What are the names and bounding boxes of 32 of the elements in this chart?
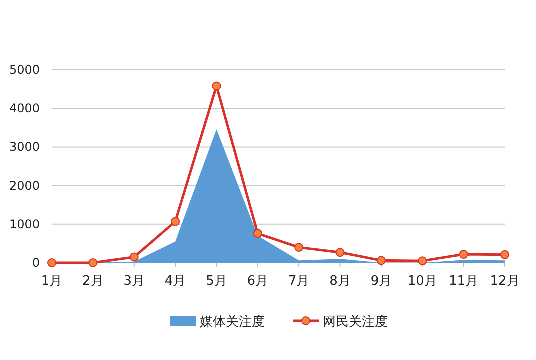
point <box>294 243 304 252</box>
legend-label: 媒体关注度 <box>200 314 265 330</box>
y-tick-label: 4000 <box>9 102 40 116</box>
x-tick-label: 6月 <box>247 274 269 289</box>
x-tick-label: 9月 <box>370 274 392 289</box>
y-tick-label: 5000 <box>9 63 40 77</box>
point <box>88 258 98 268</box>
x-tick-label: 7月 <box>288 274 310 289</box>
point <box>171 217 180 226</box>
y-tick-label: 0 <box>32 256 40 270</box>
x-tick-label: 3月 <box>124 274 146 289</box>
x-tick-label: 4月 <box>164 274 186 289</box>
x-tick-label: 10月 <box>408 274 438 289</box>
y-tick-label: 2000 <box>9 178 40 193</box>
x-tick-label: 5月 <box>206 274 228 289</box>
x-tick-label: 12月 <box>490 274 520 289</box>
point <box>336 248 345 258</box>
legend-label: 网民关注度 <box>323 314 388 330</box>
point <box>459 250 468 260</box>
point <box>376 256 386 266</box>
y-tick-label: 3000 <box>9 140 40 154</box>
point <box>48 258 56 268</box>
y-tick-label: 1000 <box>9 217 40 232</box>
point <box>253 229 262 238</box>
x-tick-label: 1月 <box>41 274 63 289</box>
point <box>418 256 428 266</box>
point <box>130 252 139 262</box>
x-tick-label: 8月 <box>330 274 351 289</box>
point <box>500 250 510 260</box>
point <box>212 82 222 91</box>
x-tick-label: 2月 <box>82 274 104 289</box>
x-tick-label: 11月 <box>449 274 479 289</box>
